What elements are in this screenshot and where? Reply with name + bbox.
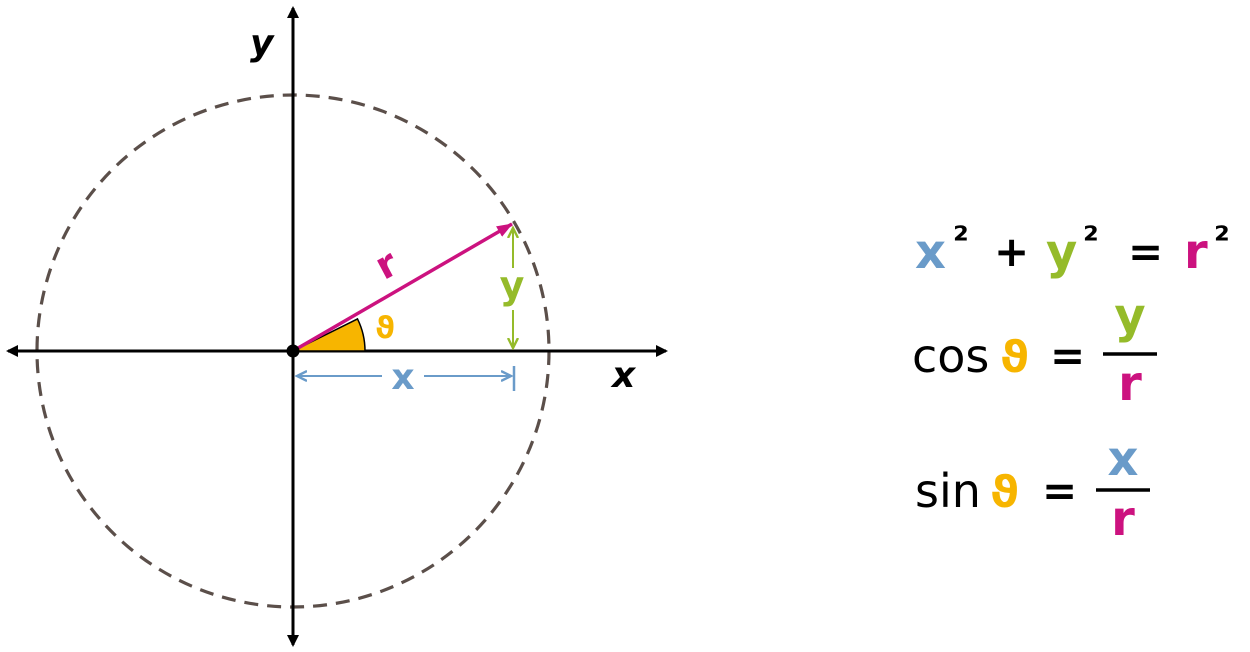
theta-label: ϑ [375,311,395,346]
formula-sin-numerator: x [1108,431,1139,487]
formula-sin-func: sin [915,464,981,518]
formula-pyth-plus: + [994,227,1029,276]
y-length-label: y [500,263,525,307]
pythagorean-formula: x ² + y ² = r ² [915,220,1230,280]
formula-cos-denominator: r [1118,356,1142,412]
y-axis-label: y [250,23,275,64]
r-vector [292,222,513,353]
formula-pyth-r: r [1184,224,1208,280]
formula-pyth-sq2: ² [1083,220,1099,261]
origin-dot [286,344,300,358]
x-axis-label: x [610,355,637,396]
x-length-label: x [391,357,414,398]
r-label: r [368,241,405,289]
formula-cos-eq: = [1050,331,1085,380]
formula-cos-numerator: y [1114,288,1145,344]
formula-pyth-x: x [915,224,946,280]
theta-angle-wedge [292,317,366,352]
formula-cos-func: cos [912,329,989,383]
formula-pyth-eq: = [1128,227,1163,276]
formula-sin-theta: ϑ [990,467,1019,518]
cos-formula: cos ϑ = y r [912,288,1157,412]
formula-pyth-sq3: ² [1214,220,1230,261]
formula-pyth-y: y [1046,224,1077,280]
formula-cos-theta: ϑ [1000,332,1029,383]
formula-pyth-sq1: ² [953,220,969,261]
formula-sin-eq: = [1042,466,1077,515]
formula-sin-denominator: r [1111,491,1135,547]
sin-formula: sin ϑ = x r [915,431,1150,547]
